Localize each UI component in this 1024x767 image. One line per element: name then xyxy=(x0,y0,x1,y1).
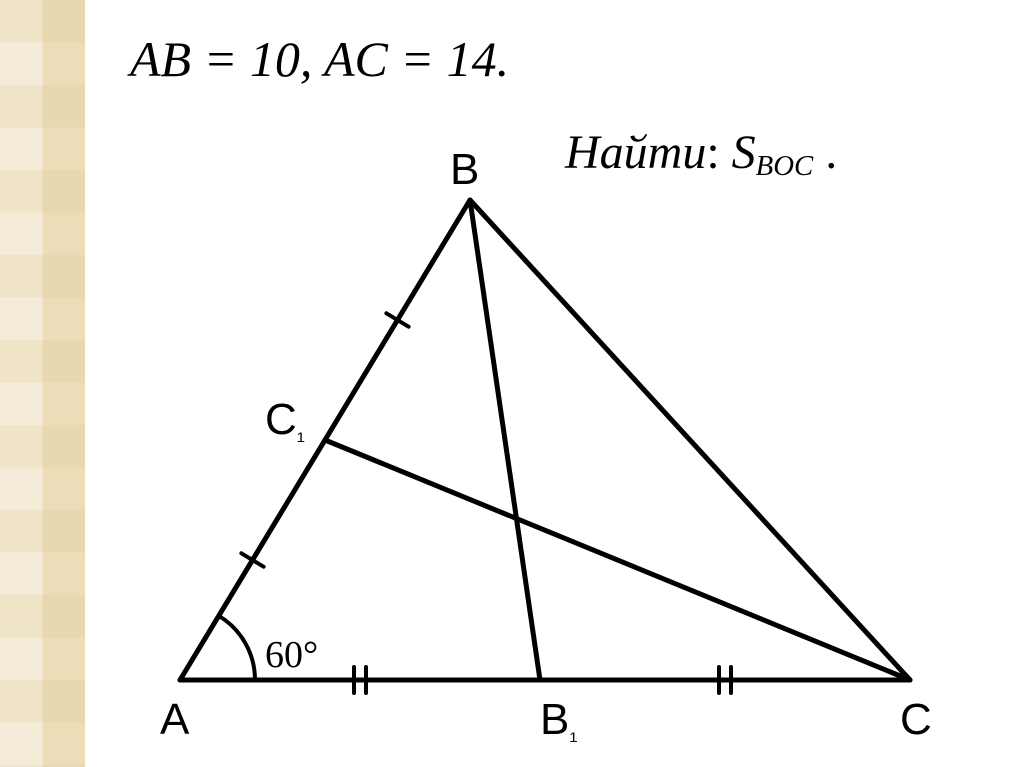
given-AB: AB xyxy=(130,31,191,87)
given-eq1: = 10, xyxy=(191,31,324,87)
given-eq2: = 14. xyxy=(388,31,509,87)
angle-60-label: 60° xyxy=(265,633,318,677)
diagram-svg xyxy=(140,155,930,745)
vertex-label-A: A xyxy=(160,695,189,745)
vertex-label-C1: C₁ xyxy=(265,395,305,445)
given-AC: AC xyxy=(324,31,388,87)
vertex-label-C: C xyxy=(900,695,932,745)
given-text: AB = 10, AC = 14. xyxy=(130,30,509,88)
triangle-diagram: A B C B₁ C₁ 60° xyxy=(140,155,930,745)
left-decor-stripe xyxy=(0,0,85,767)
vertex-label-B1: B₁ xyxy=(540,695,578,745)
vertex-label-B: B xyxy=(450,145,479,195)
